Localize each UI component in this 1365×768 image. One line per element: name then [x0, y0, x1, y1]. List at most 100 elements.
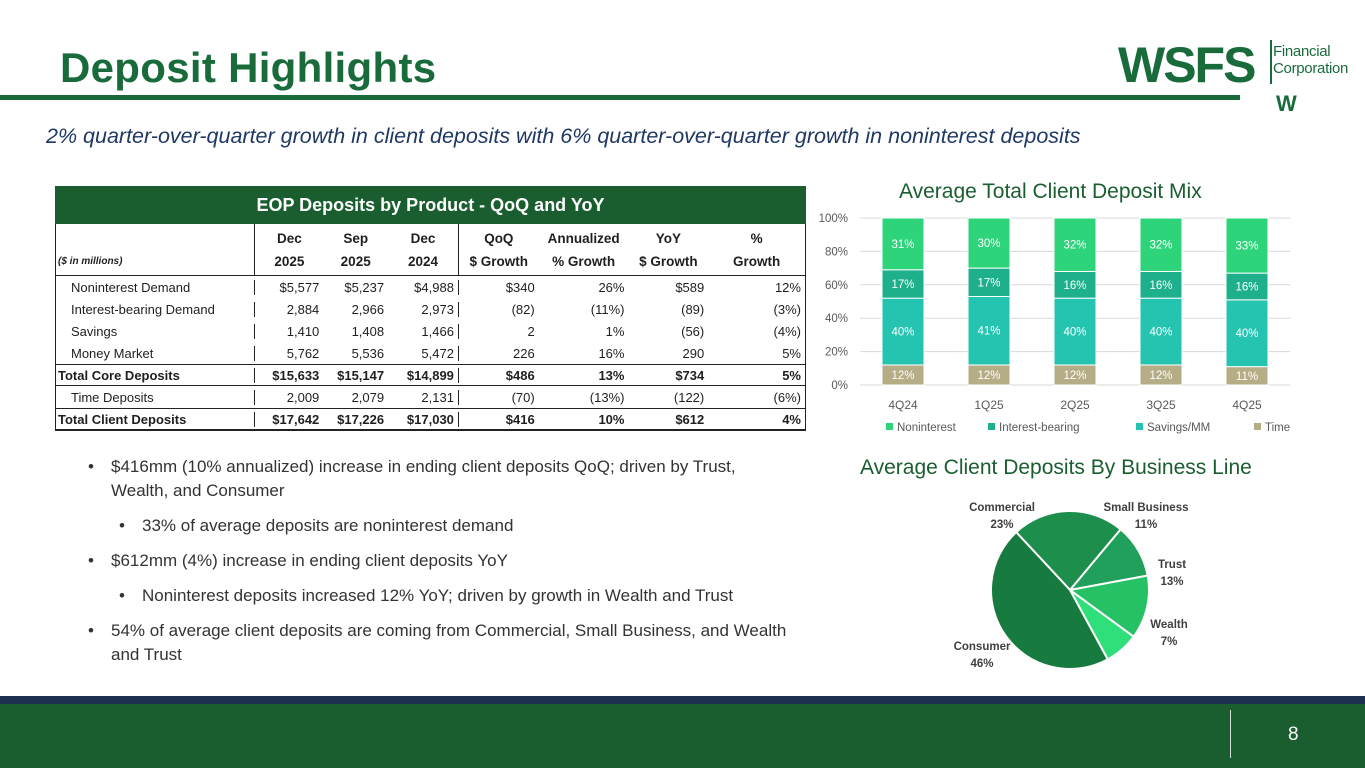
legend-swatch	[886, 423, 893, 430]
table-cell: (6%)	[773, 389, 801, 405]
table-cell: 5%	[782, 367, 801, 383]
table-cell: $5,577	[279, 279, 320, 295]
table-cell: (4%)	[773, 323, 801, 339]
table-row: Savings 1,410 1,408 1,466 2 1% (56) (4%)	[56, 320, 805, 342]
data-label: 32%	[1149, 240, 1172, 252]
col-header: % Growth	[732, 231, 781, 269]
table-cell: 2,884	[286, 301, 320, 317]
legend-swatch	[1136, 423, 1143, 430]
table-cell: 10%	[598, 411, 625, 427]
bar-segment	[881, 297, 925, 366]
slice-value-label: 7%	[1161, 636, 1178, 648]
table-cell: (11%)	[590, 301, 625, 317]
row-label: Time Deposits	[56, 389, 256, 405]
bullet-item: • $612mm (4%) increase in ending client d…	[88, 549, 788, 573]
table-body: Noninterest Demand $5,577 $5,237 $4,988 $340…	[56, 276, 805, 430]
bullet-text: $416mm (10% annualized) increase in endi…	[111, 457, 736, 500]
col-header: QoQ $ Growth	[469, 231, 529, 269]
x-tick-label: 4Q24	[888, 398, 918, 412]
y-tick-label: 0%	[831, 380, 848, 392]
table-cell: 2,966	[351, 301, 385, 317]
bullet-marker: •	[88, 457, 94, 476]
table-cell: 16%	[598, 345, 625, 361]
bullet-marker: •	[88, 551, 94, 570]
logo-wordmark: WSFS	[1118, 37, 1256, 93]
table-cell: $340	[505, 279, 535, 295]
table-cell: 1,466	[388, 323, 459, 339]
title-divider	[0, 95, 1240, 100]
data-label: 12%	[1063, 370, 1086, 382]
bullet-text: 54% of average client deposits are comin…	[111, 621, 787, 664]
table-row: Total Client Deposits $17,642 $17,226 $17,0…	[56, 408, 805, 430]
bar-segment	[967, 267, 1011, 297]
table-cell: $17,030	[388, 411, 459, 427]
bullet-item: • Noninterest deposits increased 12% YoY;…	[119, 584, 788, 608]
legend-swatch	[988, 423, 995, 430]
data-label: 16%	[1149, 280, 1172, 292]
col-header: YoY $ Growth	[639, 231, 698, 269]
col-header: Dec 2025	[274, 231, 305, 269]
page-title: Deposit Highlights	[60, 44, 437, 91]
data-label: 16%	[1063, 280, 1086, 292]
slice-value-label: 13%	[1160, 576, 1183, 588]
data-label: 33%	[1235, 241, 1258, 253]
table-cell: $734	[675, 367, 705, 383]
slice-name-label: Small Business	[1103, 502, 1188, 514]
slice-name-label: Wealth	[1150, 619, 1188, 631]
bar-segment	[1053, 217, 1097, 272]
logo-line-1: Financial	[1273, 43, 1331, 60]
page-number: 8	[1288, 724, 1299, 745]
slice-value-label: 23%	[990, 519, 1013, 531]
bullet-item: • 33% of average deposits are noninterest…	[119, 514, 788, 538]
x-tick-label: 1Q25	[974, 398, 1004, 412]
logo-divider	[1270, 40, 1272, 84]
table-cell: 5,472	[388, 345, 459, 361]
data-label: 40%	[1149, 327, 1172, 339]
x-tick-label: 2Q25	[1060, 398, 1090, 412]
table-cell: (122)	[673, 389, 705, 405]
table-cell: $5,237	[344, 279, 385, 295]
bar-segment	[881, 217, 925, 271]
table-cell: 290	[682, 345, 705, 361]
table-cell: $17,642	[272, 411, 320, 427]
bar-segment	[1225, 272, 1269, 301]
table-cell: 5%	[782, 345, 801, 361]
page-subtitle: 2% quarter-over-quarter growth in client…	[46, 124, 1081, 148]
table-header-row: ($ in millions) Dec 2025 Sep 2025 Dec 2024 …	[56, 224, 805, 276]
slice-name-label: Trust	[1158, 559, 1186, 571]
data-label: 12%	[891, 370, 914, 382]
data-label: 32%	[1063, 240, 1086, 252]
data-label: 16%	[1235, 281, 1258, 293]
footer-divider	[1230, 710, 1231, 758]
pie-slice	[1067, 574, 1150, 639]
row-label: Noninterest Demand	[56, 279, 256, 295]
table-cell: (3%)	[773, 301, 801, 317]
table-cell: 1,410	[286, 323, 320, 339]
logo-mark: W	[1276, 91, 1297, 116]
table-cell: $17,226	[337, 411, 385, 427]
pie-slice	[1014, 510, 1123, 592]
bar-segment	[1225, 217, 1269, 274]
col-header: Dec 2024	[388, 224, 459, 275]
slice-name-label: Commercial	[969, 502, 1035, 514]
table-cell: 13%	[598, 367, 625, 383]
bullet-text: $612mm (4%) increase in ending client de…	[111, 551, 508, 570]
footer-bar	[0, 704, 1365, 768]
y-tick-label: 40%	[825, 313, 848, 325]
table-cell: 1%	[605, 323, 625, 339]
data-label: 40%	[891, 327, 914, 339]
table-row: Noninterest Demand $5,577 $5,237 $4,988 $340…	[56, 276, 805, 298]
legend-swatch	[1254, 423, 1261, 430]
col-header: Annualized% Growth	[547, 231, 620, 269]
legend-label: Time	[1265, 422, 1290, 434]
table-cell: 2,973	[388, 301, 459, 317]
table-cell: $589	[675, 279, 705, 295]
row-label: Total Core Deposits	[56, 367, 256, 383]
table-cell: $15,147	[337, 367, 385, 383]
bullet-text: Noninterest deposits increased 12% YoY; …	[142, 586, 734, 605]
bar-segment	[1053, 270, 1097, 299]
bullet-item: • $416mm (10% annualized) increase in end…	[88, 455, 788, 503]
bar-segment	[1139, 270, 1183, 299]
pie-chart-title: Average Client Deposits By Business Line	[860, 456, 1252, 479]
legend-label: Noninterest	[897, 422, 957, 434]
